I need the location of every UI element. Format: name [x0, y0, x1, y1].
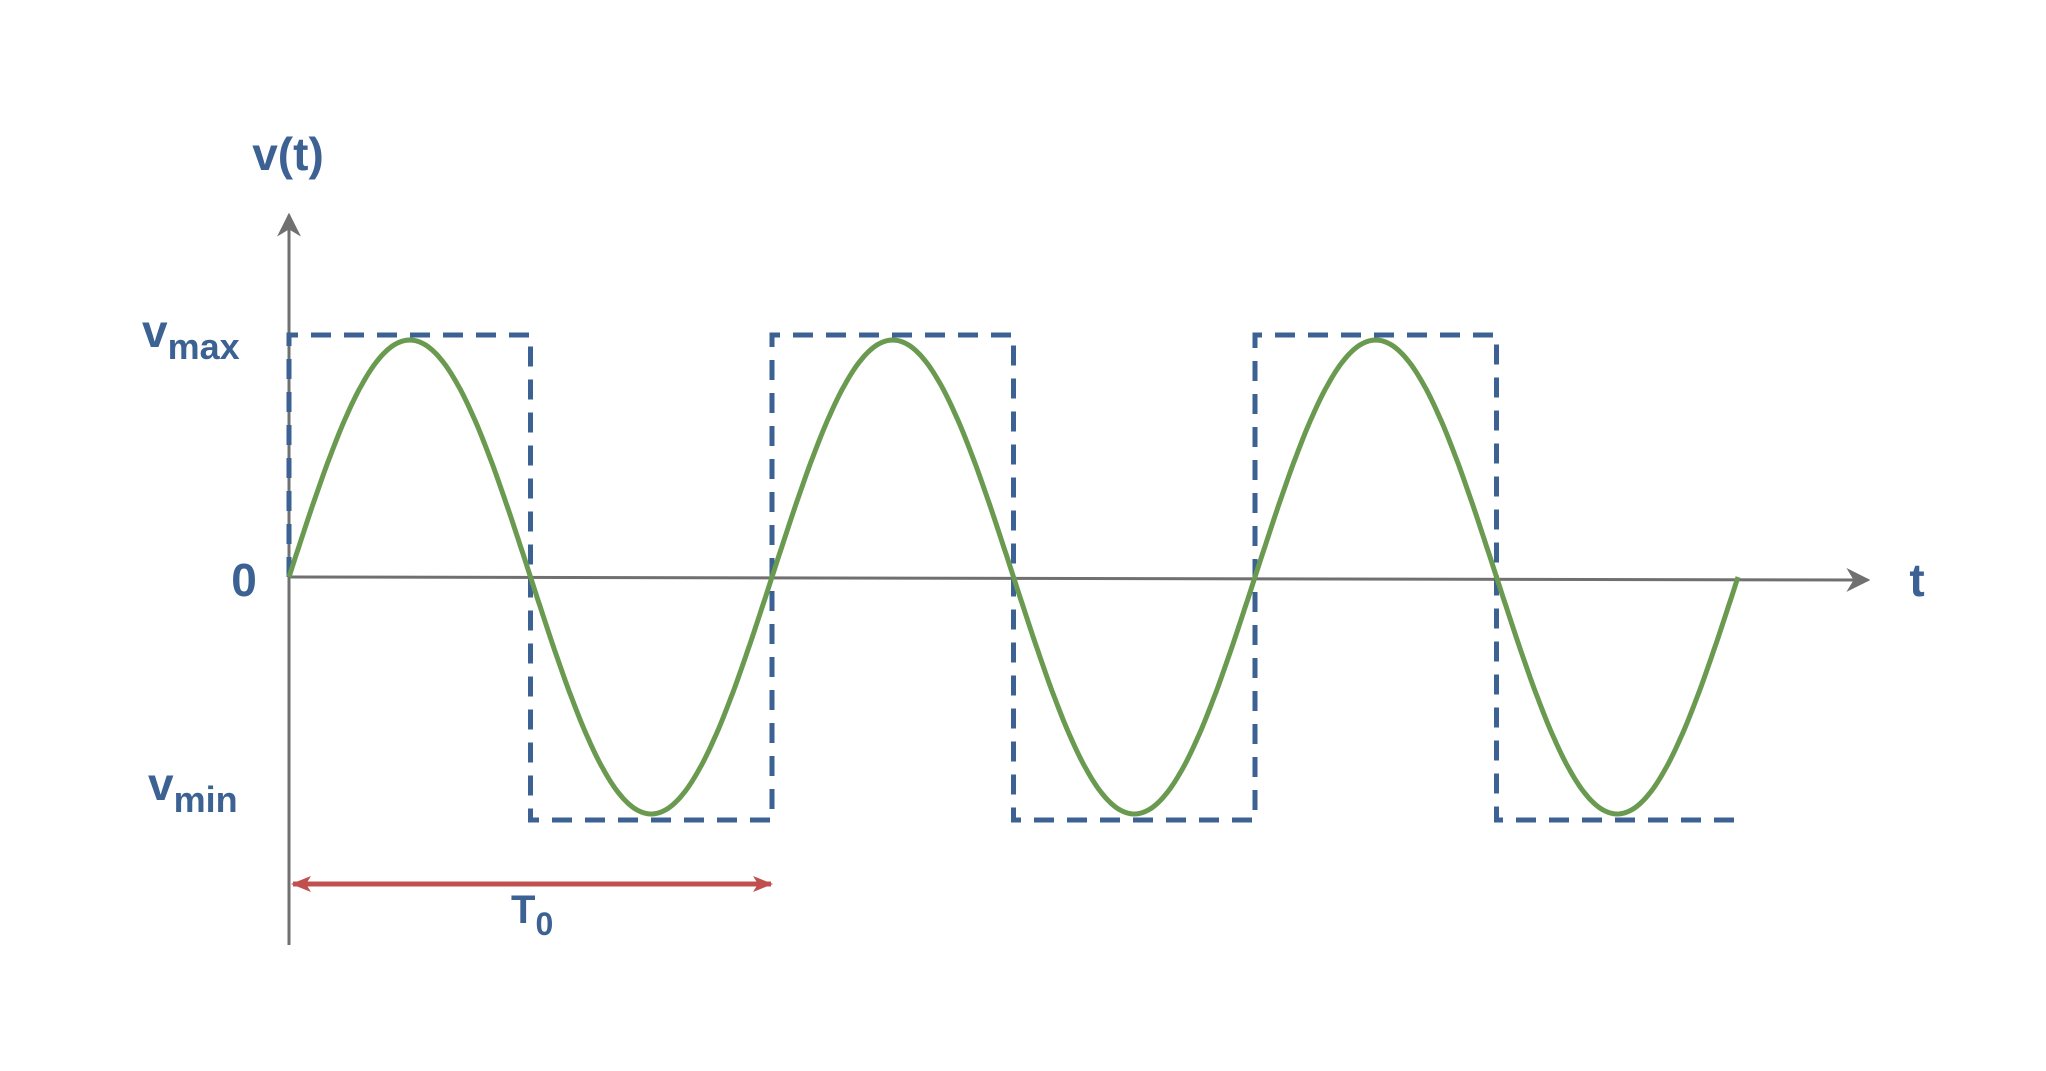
x-axis-label: t — [1909, 554, 1924, 606]
vmin-base: v — [148, 758, 174, 810]
sine-wave — [286, 337, 1741, 817]
zero-label: 0 — [231, 554, 257, 606]
x-axis — [288, 567, 1871, 592]
y-axis-label: v(t) — [252, 128, 324, 180]
period-subscript: 0 — [535, 906, 553, 942]
vmax-subscript: max — [168, 326, 240, 367]
vmin-subscript: min — [174, 779, 238, 820]
period-label: T0 — [511, 888, 553, 942]
period-base: T — [511, 888, 535, 932]
vmin-label: vmin — [148, 758, 238, 820]
vmax-base: v — [142, 305, 168, 357]
vmax-label: vmax — [142, 305, 240, 367]
